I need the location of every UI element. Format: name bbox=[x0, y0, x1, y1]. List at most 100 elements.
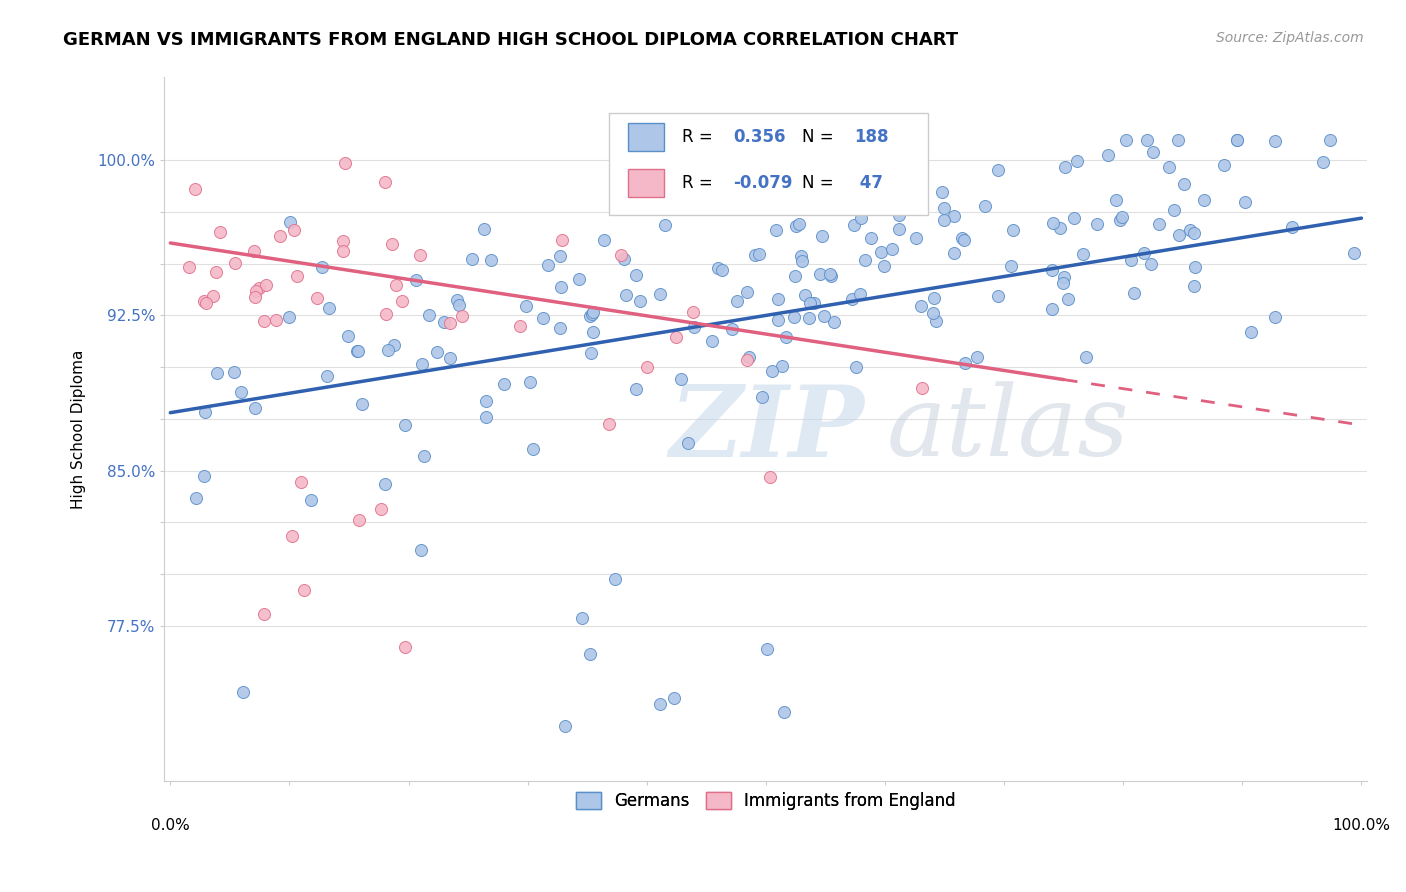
Point bbox=[285, 269, 308, 284]
Point bbox=[439, 317, 461, 331]
Text: 188: 188 bbox=[853, 128, 889, 146]
Point bbox=[581, 325, 603, 339]
Point bbox=[332, 234, 354, 248]
FancyBboxPatch shape bbox=[627, 169, 664, 197]
Point bbox=[391, 294, 413, 309]
Point bbox=[853, 253, 876, 268]
Point bbox=[1281, 219, 1303, 234]
Point bbox=[1053, 270, 1076, 285]
Point bbox=[224, 256, 246, 270]
Point bbox=[1111, 211, 1133, 225]
Point bbox=[910, 299, 932, 313]
Point bbox=[700, 334, 723, 349]
Point bbox=[231, 384, 253, 399]
Point bbox=[377, 343, 399, 357]
Point bbox=[770, 359, 793, 374]
Point bbox=[370, 501, 392, 516]
Point bbox=[509, 319, 531, 334]
Point bbox=[1319, 132, 1341, 146]
Point bbox=[931, 185, 953, 199]
Point bbox=[817, 200, 839, 214]
Point bbox=[245, 284, 267, 298]
Point bbox=[332, 244, 354, 259]
Point bbox=[904, 231, 927, 245]
Point bbox=[721, 321, 744, 335]
Point bbox=[1105, 193, 1128, 207]
Point bbox=[610, 184, 633, 198]
Point bbox=[783, 269, 806, 284]
Point bbox=[682, 304, 704, 318]
Point bbox=[243, 290, 266, 304]
Point bbox=[669, 371, 692, 385]
Point bbox=[1312, 154, 1334, 169]
Point bbox=[605, 572, 627, 586]
Point bbox=[952, 231, 974, 245]
Point bbox=[849, 287, 872, 301]
Point bbox=[887, 222, 910, 236]
Point bbox=[318, 301, 340, 315]
Point bbox=[449, 298, 471, 312]
Point bbox=[412, 449, 434, 463]
Point bbox=[1002, 223, 1025, 237]
Point bbox=[873, 259, 896, 273]
Point bbox=[277, 310, 299, 324]
Point bbox=[208, 225, 231, 239]
Point bbox=[405, 273, 427, 287]
Point bbox=[494, 377, 516, 392]
Point bbox=[1074, 350, 1097, 364]
Point bbox=[1264, 310, 1286, 325]
Point bbox=[346, 344, 368, 359]
Point bbox=[860, 231, 883, 245]
Point bbox=[785, 219, 807, 233]
Point bbox=[224, 366, 246, 380]
Point bbox=[841, 293, 863, 307]
Point bbox=[1182, 226, 1205, 240]
Point bbox=[1085, 217, 1108, 231]
Point bbox=[374, 175, 396, 189]
Point bbox=[461, 252, 484, 266]
Point bbox=[797, 311, 820, 326]
Point bbox=[1192, 193, 1215, 207]
Point bbox=[966, 350, 988, 364]
Point bbox=[759, 469, 782, 483]
Point bbox=[582, 305, 605, 319]
Point bbox=[790, 249, 813, 263]
Point bbox=[1233, 194, 1256, 209]
Point bbox=[1168, 227, 1191, 242]
Point bbox=[756, 642, 779, 657]
Point bbox=[1109, 212, 1132, 227]
Point bbox=[253, 314, 276, 328]
Point bbox=[269, 229, 291, 244]
Point bbox=[479, 253, 502, 268]
Point bbox=[882, 242, 904, 256]
Text: 47: 47 bbox=[853, 174, 883, 192]
Point bbox=[299, 493, 322, 508]
Point bbox=[598, 417, 620, 431]
Point bbox=[987, 162, 1010, 177]
Point bbox=[283, 223, 305, 237]
Point bbox=[1139, 256, 1161, 270]
Point bbox=[247, 281, 270, 295]
Point bbox=[184, 182, 207, 196]
Point bbox=[922, 306, 945, 320]
Point bbox=[382, 337, 405, 351]
Point bbox=[665, 330, 688, 344]
Text: R =: R = bbox=[682, 174, 717, 192]
Point bbox=[202, 289, 225, 303]
Point bbox=[243, 244, 266, 258]
Point bbox=[932, 202, 955, 216]
Point bbox=[844, 218, 866, 232]
Point bbox=[697, 198, 720, 212]
Point bbox=[186, 491, 208, 505]
Point bbox=[346, 344, 368, 359]
Point bbox=[243, 401, 266, 416]
Point bbox=[1178, 222, 1201, 236]
Point bbox=[177, 260, 200, 274]
Point bbox=[593, 233, 616, 247]
Point bbox=[648, 697, 671, 711]
FancyBboxPatch shape bbox=[627, 123, 664, 152]
Point bbox=[820, 267, 842, 281]
Point bbox=[799, 295, 821, 310]
Text: N =: N = bbox=[801, 174, 839, 192]
Point bbox=[852, 132, 875, 146]
